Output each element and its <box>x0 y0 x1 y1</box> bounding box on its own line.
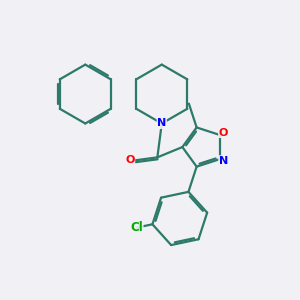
Text: N: N <box>157 118 167 128</box>
Text: O: O <box>218 128 228 138</box>
Text: Cl: Cl <box>130 221 143 234</box>
Text: O: O <box>125 155 135 165</box>
Text: N: N <box>219 156 228 166</box>
